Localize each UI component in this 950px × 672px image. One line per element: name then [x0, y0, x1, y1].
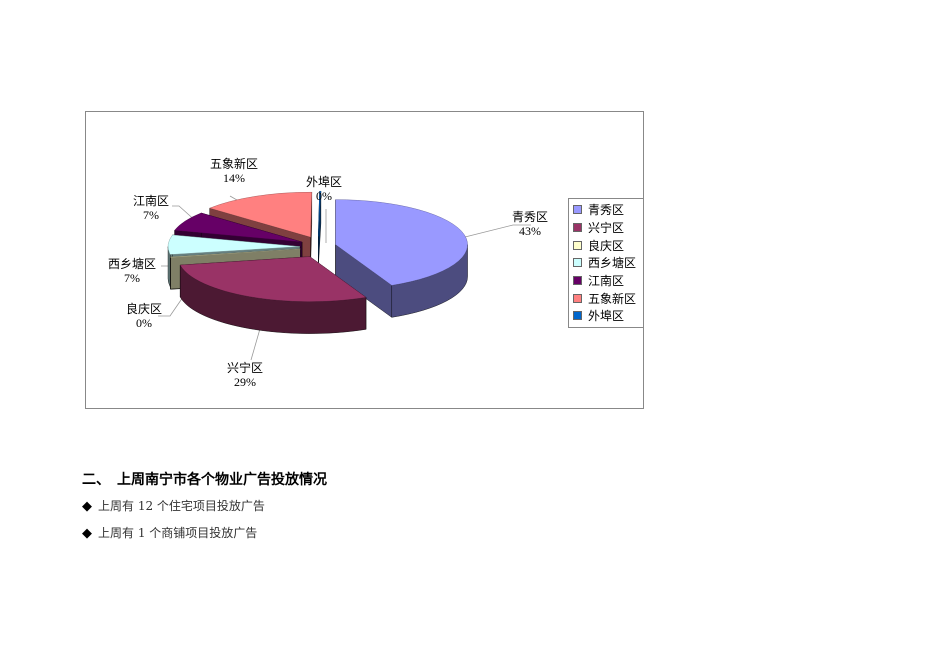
- data-label-liangqing: 良庆区 0%: [126, 302, 163, 330]
- section-heading: 二、 上周南宁市各个物业广告投放情况: [82, 472, 327, 488]
- legend-swatch: [573, 311, 582, 321]
- legend-label: 外埠区: [588, 309, 625, 324]
- legend-swatch: [573, 293, 582, 303]
- bullet-item: ◆ 上周有 12 个住宅项目投放广告: [82, 499, 265, 514]
- legend-item: 五象新区: [569, 289, 643, 307]
- pie-slice-5: [209, 191, 313, 238]
- legend-swatch: [573, 258, 582, 268]
- leader-line-qingxiu: [460, 224, 531, 239]
- legend-label: 西乡塘区: [588, 256, 637, 271]
- data-label-qingxiu: 青秀区 43%: [512, 210, 549, 238]
- legend-swatch: [573, 223, 582, 233]
- legend-swatch: [573, 276, 582, 286]
- legend-label: 江南区: [588, 274, 625, 289]
- pie-slice-4: [174, 212, 303, 243]
- pie-slice-2: [170, 248, 301, 258]
- data-label-waibu: 外埠区 0%: [306, 175, 343, 203]
- pie-slice-6: [318, 191, 322, 237]
- legend-item: 兴宁区: [569, 219, 643, 237]
- legend-item: 江南区: [569, 272, 643, 290]
- legend-swatch: [573, 205, 582, 215]
- legend-label: 五象新区: [588, 291, 637, 306]
- legend-item: 西乡塘区: [569, 254, 643, 272]
- legend-item: 外埠区: [569, 307, 643, 325]
- legend-label: 青秀区: [588, 203, 625, 218]
- data-label-xingning: 兴宁区 29%: [227, 361, 264, 389]
- pie-slice-1: [179, 256, 367, 302]
- pie-slice-0: [335, 199, 468, 286]
- legend-swatch: [573, 240, 582, 250]
- pie-slice-3: [167, 234, 301, 255]
- legend-label: 良庆区: [588, 238, 625, 253]
- chart-legend: 青秀区兴宁区良庆区西乡塘区江南区五象新区外埠区: [568, 198, 644, 328]
- legend-item: 青秀区: [569, 201, 643, 219]
- legend-label: 兴宁区: [588, 221, 625, 236]
- data-label-wuxiang: 五象新区 14%: [210, 157, 259, 185]
- bullet-item: ◆ 上周有 1 个商铺项目投放广告: [82, 526, 258, 541]
- data-label-xixiangtang: 西乡塘区 7%: [108, 257, 157, 285]
- diamond-bullet-icon: ◆: [82, 526, 92, 541]
- data-label-jiangnan: 江南区 7%: [133, 194, 170, 222]
- pie-plot: [158, 191, 531, 361]
- legend-item: 良庆区: [569, 236, 643, 254]
- pie-chart: 青秀区 43% 兴宁区 29% 良庆区 0% 西乡塘区 7% 江南区 7% 五象新区 14%…: [85, 111, 644, 409]
- diamond-bullet-icon: ◆: [82, 499, 92, 514]
